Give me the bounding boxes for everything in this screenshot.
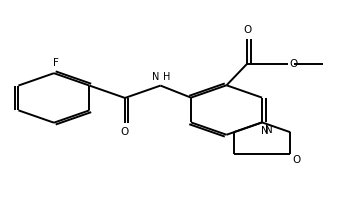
Text: N: N bbox=[261, 126, 268, 136]
Text: O: O bbox=[293, 155, 301, 165]
Text: O: O bbox=[243, 25, 251, 35]
Text: O: O bbox=[290, 59, 298, 69]
Text: O: O bbox=[121, 127, 129, 137]
Text: F: F bbox=[53, 58, 59, 68]
Text: N: N bbox=[152, 72, 159, 82]
Text: H: H bbox=[163, 72, 170, 82]
Text: N: N bbox=[265, 125, 272, 135]
